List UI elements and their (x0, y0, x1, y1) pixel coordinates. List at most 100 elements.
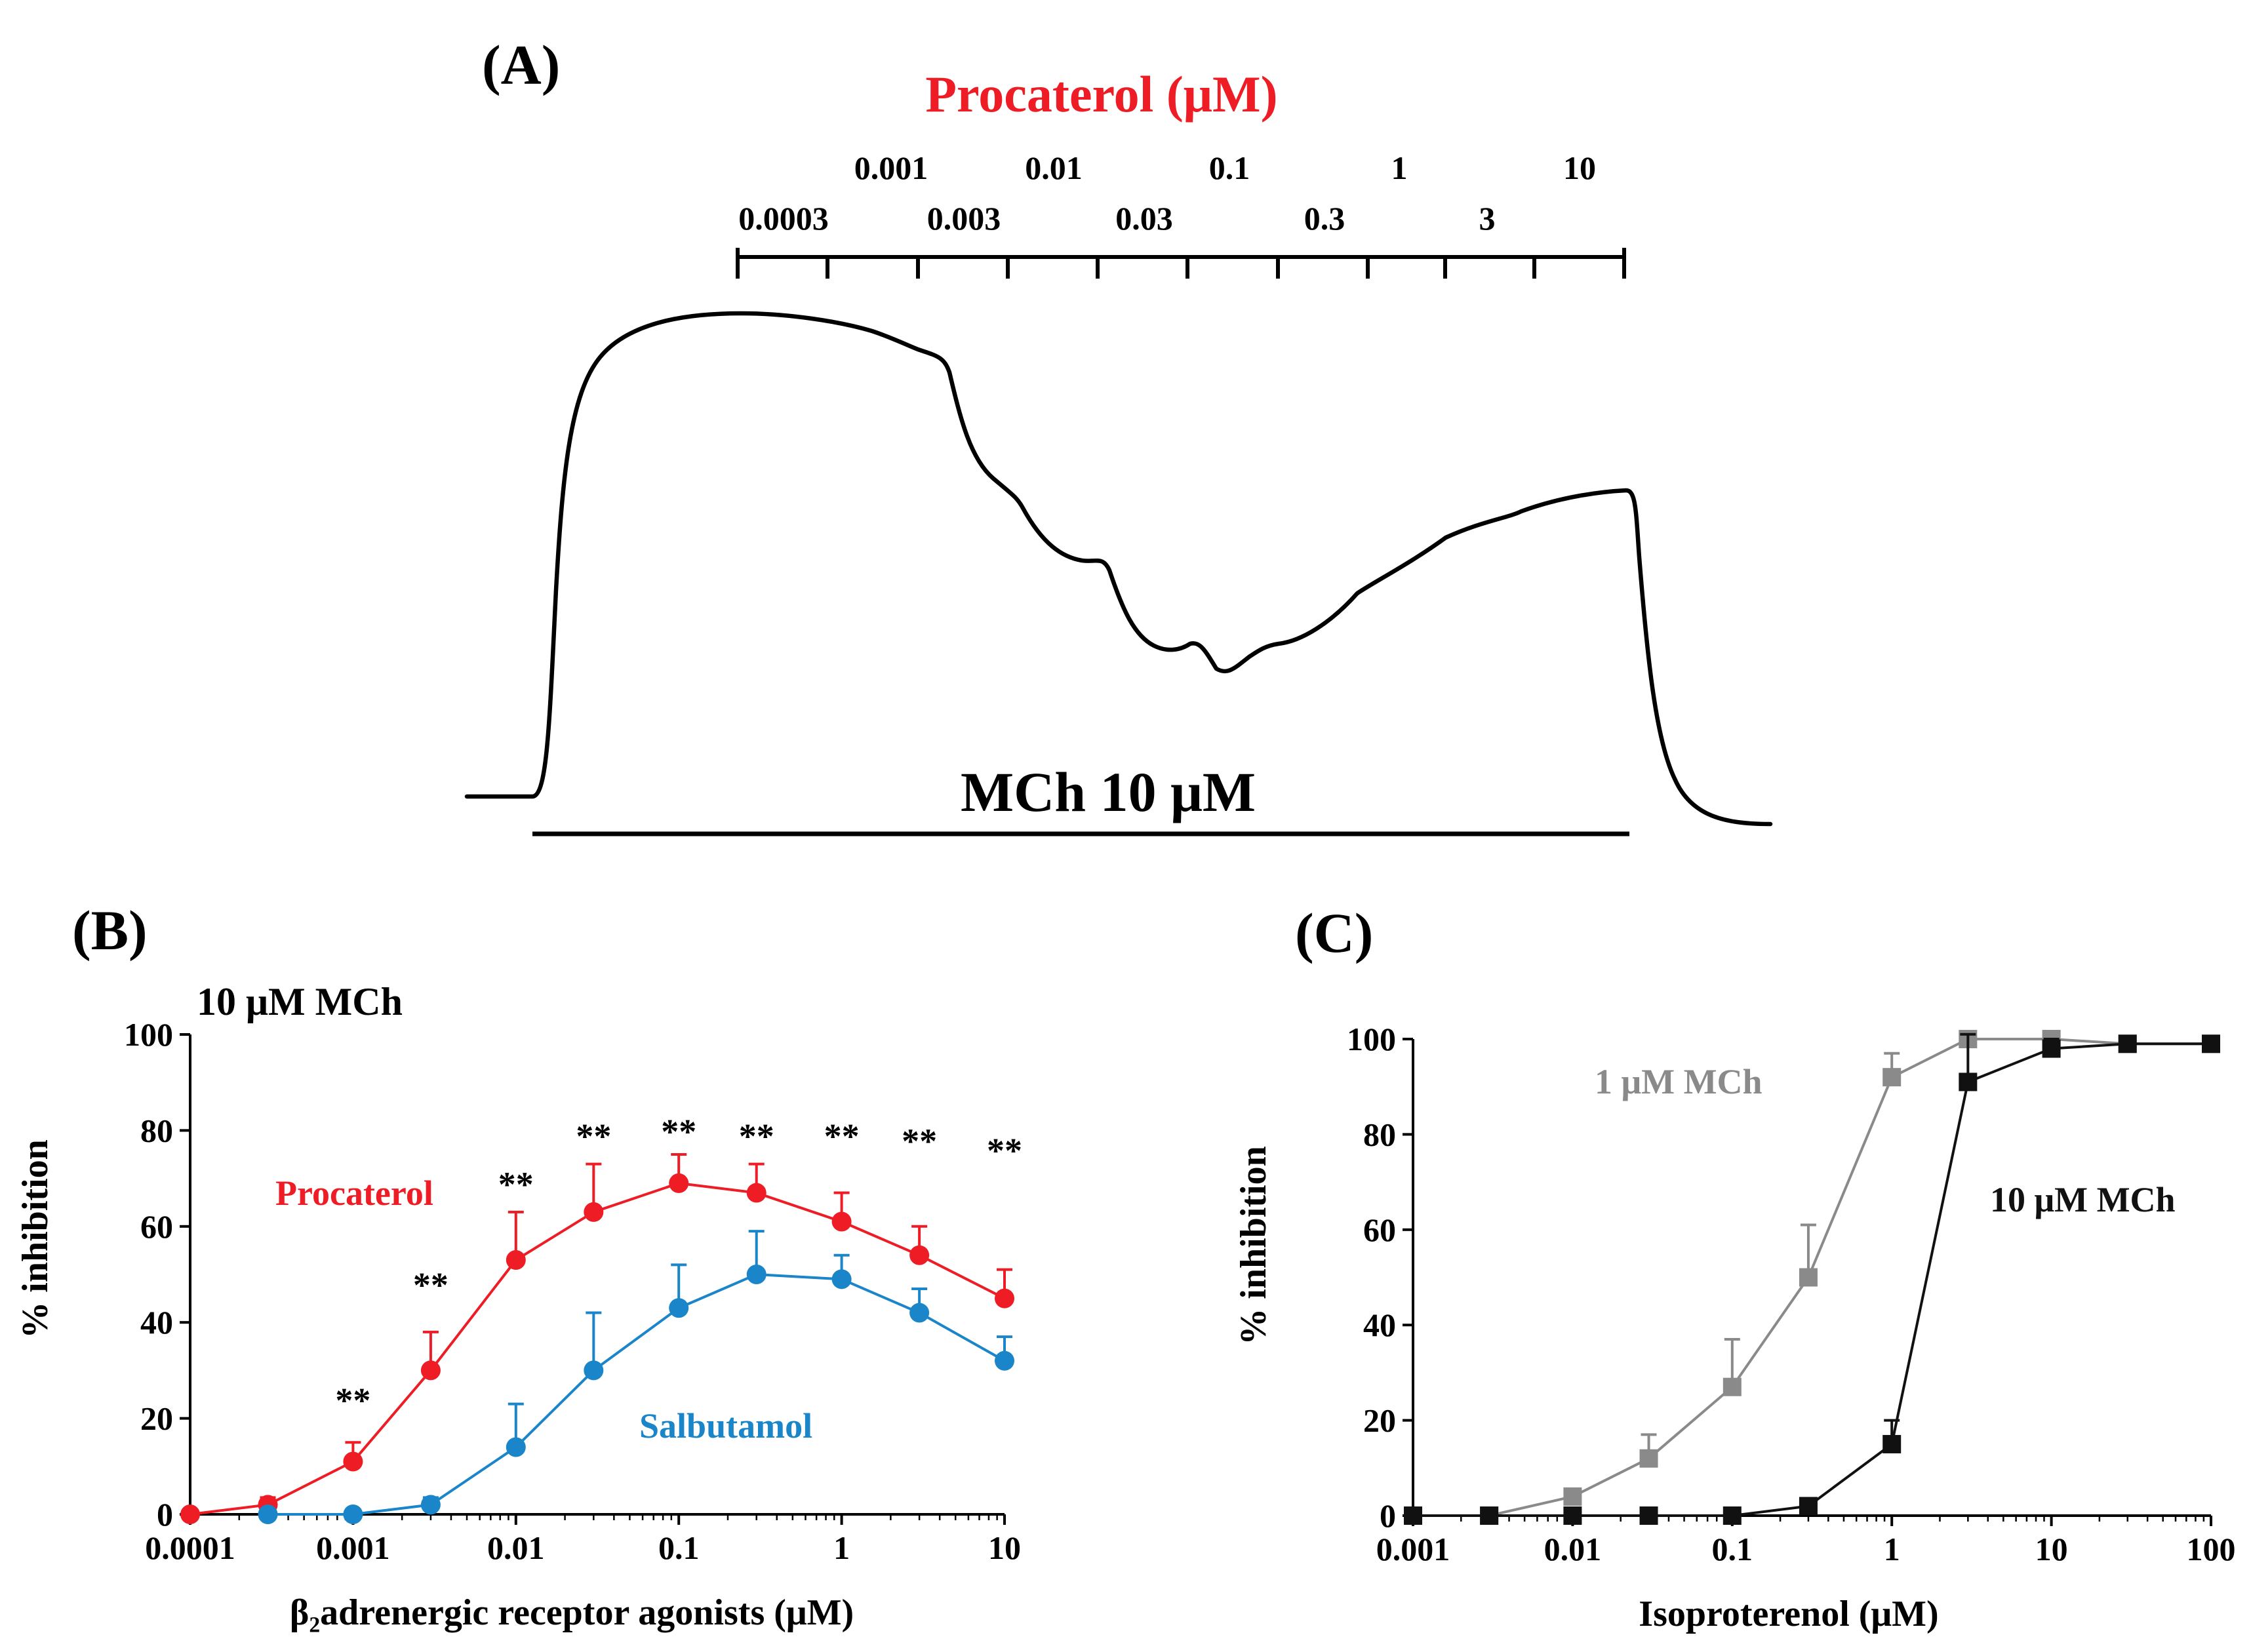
x-tick-label: 10 (988, 1529, 1021, 1566)
panel-b-label: (B) (72, 899, 148, 962)
y-tick-label: 0 (157, 1496, 173, 1533)
data-point (1639, 1449, 1658, 1468)
data-point (909, 1245, 930, 1265)
significance-marker: ** (987, 1131, 1022, 1171)
data-point (995, 1350, 1014, 1371)
data-point (669, 1298, 689, 1318)
data-point (2042, 1039, 2061, 1058)
addition-timeline (736, 248, 1626, 279)
data-point (420, 1495, 441, 1515)
data-point (343, 1504, 363, 1524)
data-point (1799, 1268, 1818, 1287)
conc-label-1: 1 (1391, 149, 1408, 186)
significance-marker: ** (739, 1117, 774, 1156)
y-tick-label: 60 (140, 1208, 173, 1245)
panel-a-label: (A) (482, 33, 560, 96)
data-point (1959, 1072, 1978, 1092)
significance-marker: ** (661, 1112, 696, 1151)
panel-b-xlabel: β₂adrenergic receptor agonists (μM) (290, 1592, 854, 1633)
data-point (995, 1288, 1014, 1308)
x-tick-label: 1 (833, 1529, 850, 1566)
y-tick-label: 60 (1363, 1211, 1396, 1248)
conc-label-10: 10 (1563, 149, 1596, 186)
significance-marker: ** (576, 1117, 611, 1156)
conc-label-0.0003: 0.0003 (738, 200, 829, 237)
conc-label-0.003: 0.003 (927, 200, 1001, 237)
data-point (831, 1211, 852, 1232)
legend-salbutamol: Salbutamol (639, 1406, 812, 1446)
panel-c: (C) % inhibition Isoproterenol (μM) 1 μM… (1233, 901, 2236, 1634)
data-point (746, 1265, 767, 1284)
x-tick-label: 0.1 (1712, 1531, 1753, 1567)
data-point (1639, 1506, 1658, 1525)
panel-b-condition: 10 μM MCh (197, 980, 403, 1023)
data-point (909, 1303, 930, 1323)
significance-marker: ** (824, 1117, 860, 1156)
data-point (2118, 1034, 2137, 1053)
conc-label-3: 3 (1479, 200, 1496, 237)
data-point (506, 1437, 526, 1457)
legend-10um-mch: 10 μM MCh (1990, 1180, 2176, 1219)
x-tick-label: 0.01 (1544, 1531, 1602, 1567)
conc-label-0.01: 0.01 (1025, 149, 1083, 186)
conc-label-0.03: 0.03 (1115, 200, 1173, 237)
panel-b-ylabel: % inhibition (15, 1139, 56, 1338)
panel-c-label: (C) (1295, 901, 1373, 964)
x-tick-label: 0.1 (658, 1529, 700, 1566)
data-point (1563, 1487, 1582, 1506)
x-tick-label: 0.001 (1376, 1531, 1450, 1567)
x-tick-label: 10 (2035, 1531, 2068, 1567)
y-tick-label: 20 (1363, 1402, 1396, 1439)
conc-labels-row2: 0.0003 0.003 0.03 0.3 3 (738, 200, 1495, 237)
significance-marker: ** (498, 1165, 534, 1204)
y-tick-label: 20 (140, 1400, 173, 1437)
data-point (746, 1183, 767, 1203)
data-point (343, 1451, 363, 1472)
y-tick-label: 40 (1363, 1307, 1396, 1343)
mch-label: MCh 10 μM (961, 760, 1256, 823)
y-tick-label: 0 (1380, 1497, 1396, 1534)
data-point (669, 1173, 689, 1193)
y-tick-label: 80 (140, 1112, 173, 1149)
data-point (1799, 1497, 1818, 1516)
conc-label-0.1: 0.1 (1209, 149, 1250, 186)
data-point (1723, 1377, 1742, 1396)
legend-1um-mch: 1 μM MCh (1595, 1062, 1763, 1101)
y-tick-label: 80 (1363, 1116, 1396, 1152)
data-point (584, 1360, 604, 1381)
procaterol-title: Procaterol (μM) (925, 66, 1277, 123)
panel-c-xlabel: Isoproterenol (μM) (1639, 1594, 1938, 1634)
x-tick-label: 100 (2187, 1531, 2236, 1567)
data-point (2202, 1034, 2220, 1053)
x-tick-label: 0.01 (487, 1529, 545, 1566)
tension-trace (464, 311, 1773, 827)
y-tick-label: 40 (140, 1304, 173, 1341)
series-line-1 (268, 1272, 1005, 1516)
conc-label-0.001: 0.001 (854, 149, 928, 186)
data-point (1480, 1506, 1499, 1525)
data-point (831, 1269, 852, 1289)
data-point (584, 1202, 604, 1222)
data-point (1404, 1506, 1422, 1525)
y-tick-label: 100 (124, 1016, 173, 1053)
significance-marker: ** (902, 1122, 937, 1161)
x-tick-label: 1 (1884, 1531, 1900, 1567)
data-point (1563, 1506, 1582, 1525)
significance-marker: ** (413, 1266, 448, 1305)
x-tick-label: 0.0001 (145, 1529, 235, 1566)
panel-c-ylabel: % inhibition (1233, 1146, 1274, 1345)
data-point (258, 1504, 278, 1524)
legend-procaterol: Procaterol (275, 1173, 433, 1213)
data-point (506, 1250, 526, 1270)
series-line-0 (189, 1181, 1005, 1516)
panel-a: (A) Procaterol (μM) 0.001 0.01 0.1 1 10 … (464, 33, 1773, 836)
conc-labels-row1: 0.001 0.01 0.1 1 10 (854, 149, 1596, 186)
data-point (420, 1360, 441, 1381)
panel-b: (B) 10 μM MCh % inhibition β₂adrenergic … (15, 899, 1022, 1633)
conc-label-0.3: 0.3 (1304, 200, 1345, 237)
x-tick-label: 0.001 (316, 1529, 390, 1566)
data-point (1882, 1068, 1902, 1087)
data-point (1723, 1506, 1742, 1525)
y-tick-label: 100 (1347, 1021, 1396, 1057)
